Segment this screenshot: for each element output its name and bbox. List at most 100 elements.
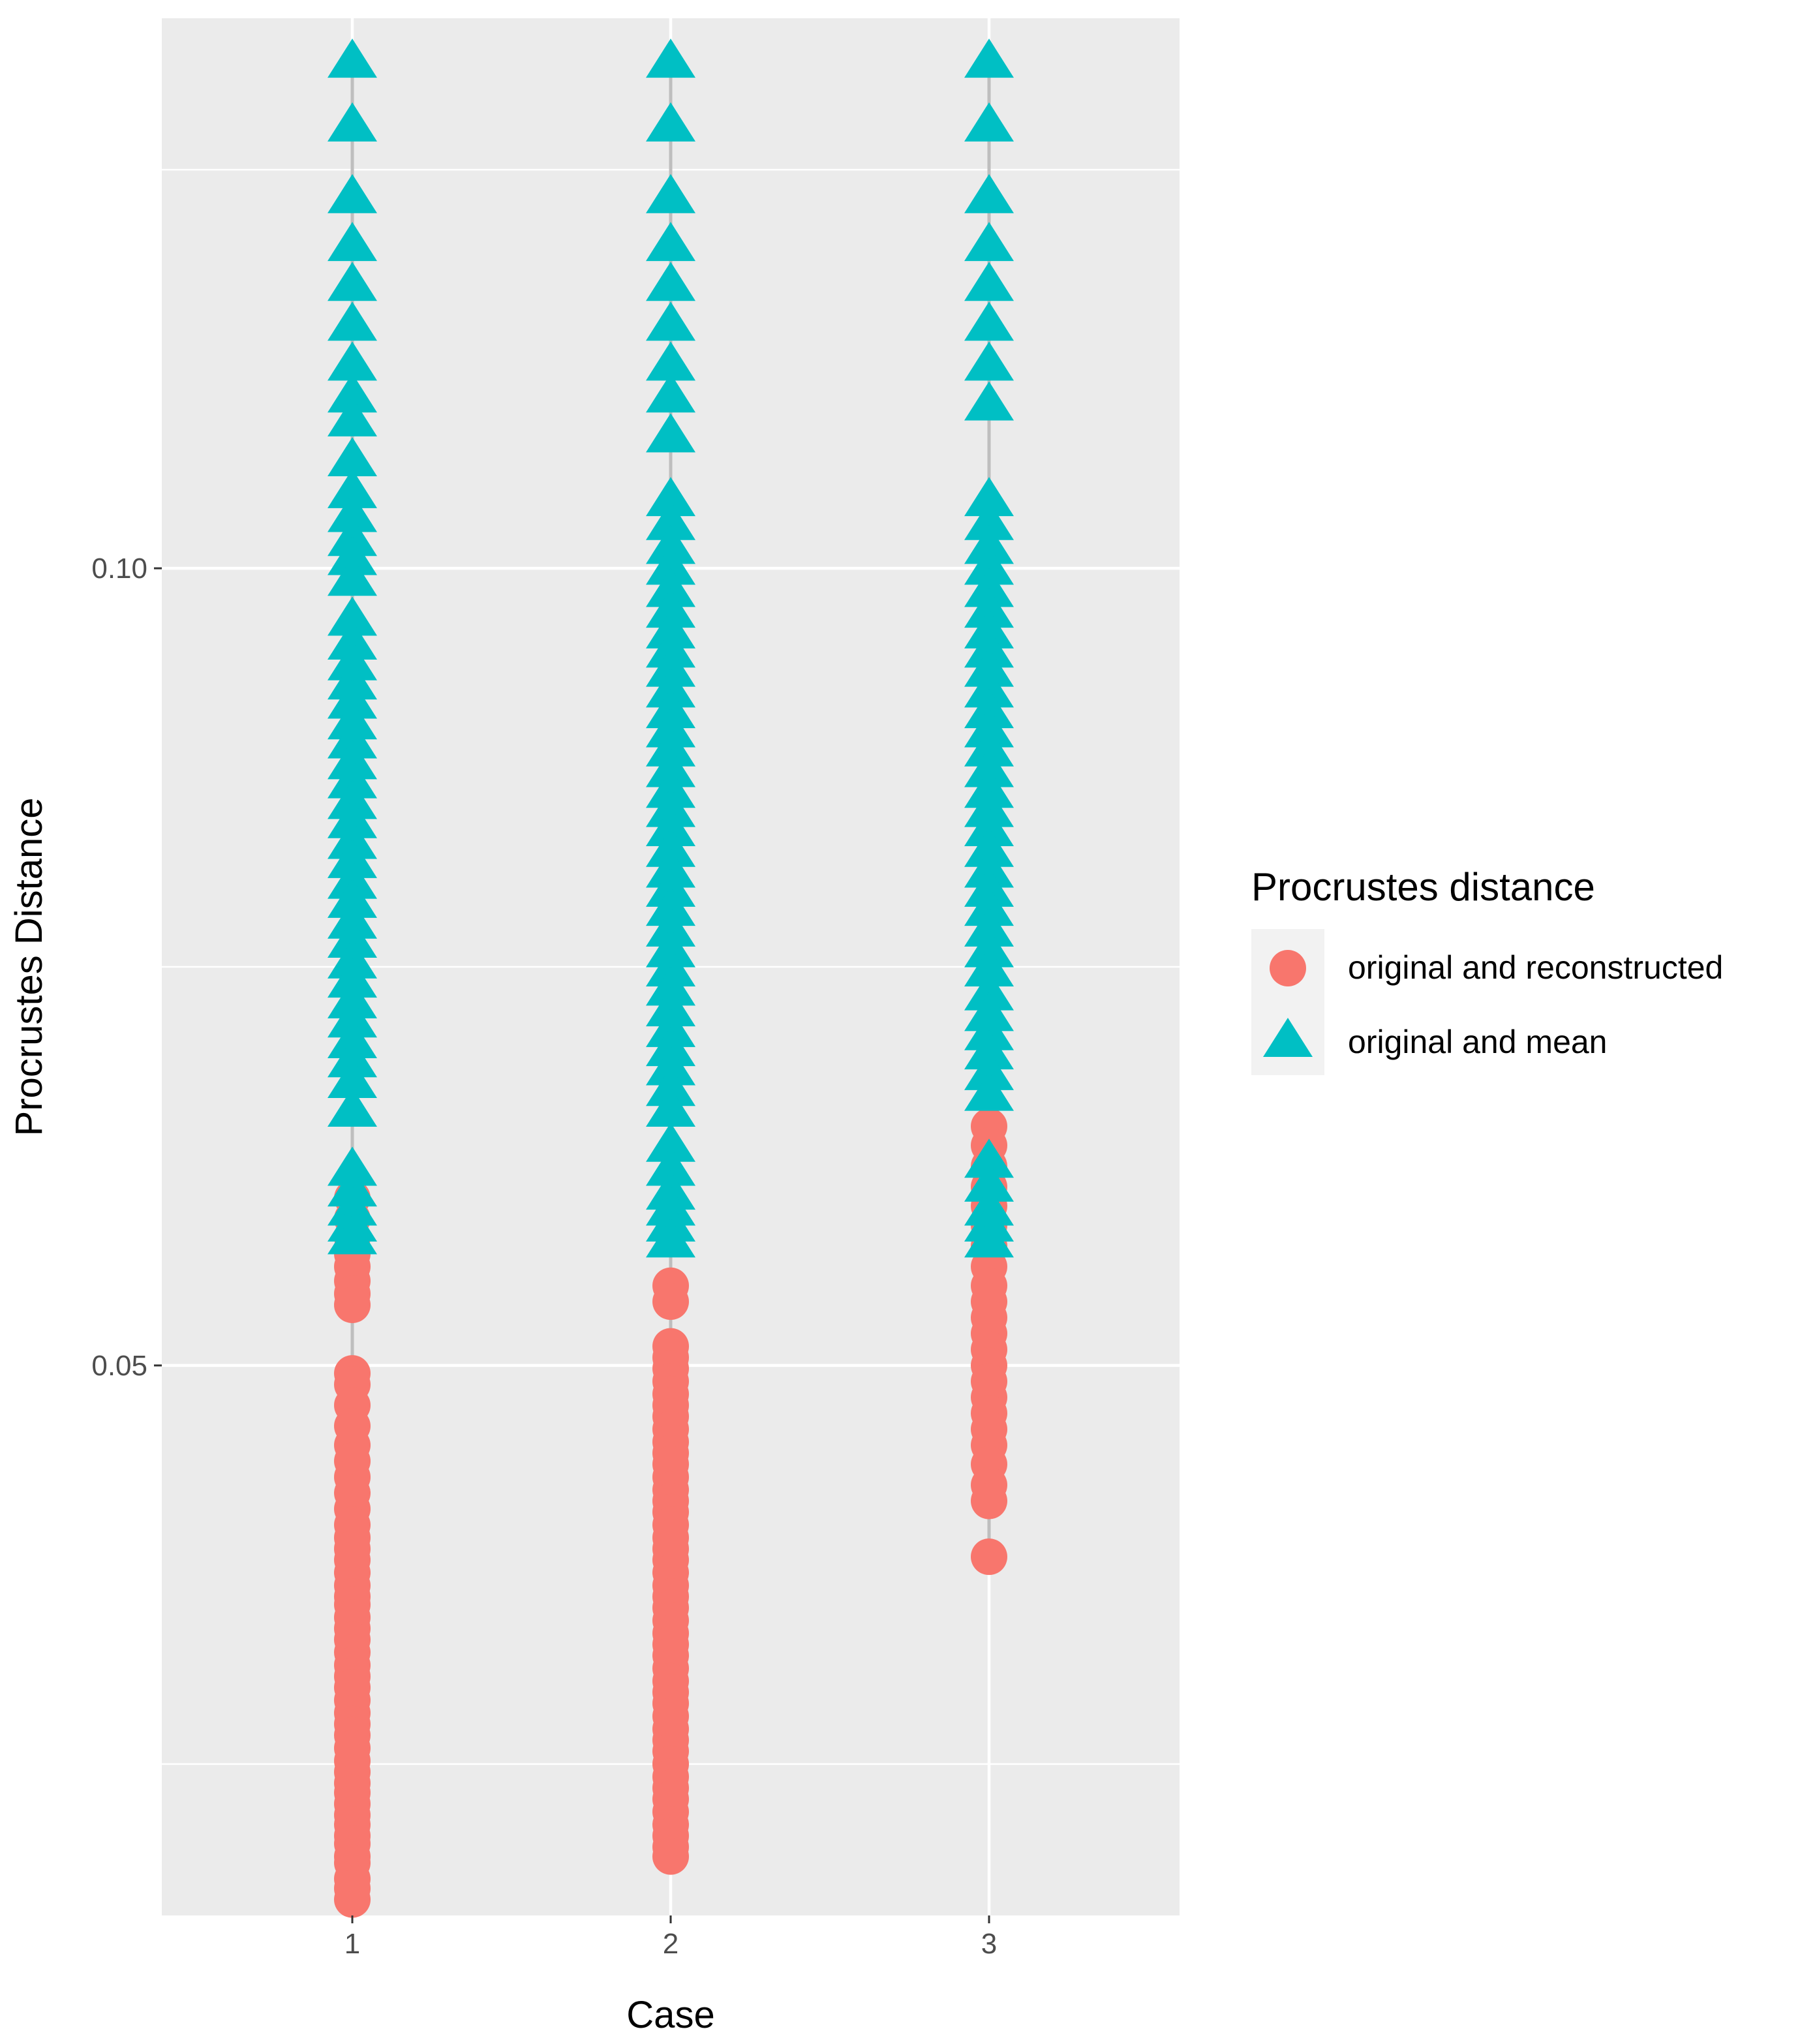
circle-point [334, 1287, 371, 1324]
triangle-point [964, 477, 1014, 517]
triangle-point [646, 413, 695, 453]
series-original-and-mean [328, 38, 1014, 1258]
y-axis-title: Procrustes Distance [8, 798, 50, 1136]
triangle-point [328, 557, 377, 596]
triangle-point [964, 500, 1014, 540]
triangle-point [964, 806, 1014, 846]
triangle-point [964, 38, 1014, 78]
triangle-point [646, 647, 695, 687]
triangle-point [646, 668, 695, 708]
circle-point [971, 1482, 1007, 1519]
legend-label-mean: original and mean [1348, 1024, 1608, 1060]
triangle-point [328, 759, 377, 799]
x-tick-label: 2 [663, 1928, 679, 1960]
triangle-point [964, 827, 1014, 867]
legend-key-circle [1270, 950, 1306, 986]
triangle-point [646, 477, 695, 517]
triangle-point [646, 827, 695, 867]
x-axis: 1 2 3 [344, 1915, 997, 1960]
triangle-point [964, 1050, 1014, 1090]
triangle-point [964, 1138, 1014, 1178]
triangle-point [328, 493, 377, 532]
triangle-point [328, 102, 377, 142]
legend-title: Procrustes distance [1251, 865, 1595, 909]
triangle-point [646, 748, 695, 787]
triangle-point [964, 102, 1014, 142]
x-tick-label: 3 [981, 1928, 997, 1960]
triangle-point [964, 727, 1014, 767]
triangle-point [328, 397, 377, 436]
triangle-point [964, 1162, 1014, 1202]
triangle-point [646, 1046, 695, 1086]
triangle-point [646, 500, 695, 540]
triangle-point [964, 341, 1014, 381]
legend-label-reconstructed: original and reconstructed [1348, 949, 1723, 986]
triangle-point [328, 878, 377, 918]
triangle-point [964, 525, 1014, 564]
y-tick-label: 0.05 [91, 1350, 147, 1382]
triangle-point [964, 222, 1014, 262]
triangle-point [964, 971, 1014, 1011]
triangle-point [964, 907, 1014, 947]
circle-point [971, 1538, 1007, 1576]
circle-point [652, 1283, 689, 1320]
triangle-point [646, 1067, 695, 1106]
triangle-point [964, 947, 1014, 986]
triangle-point [328, 1088, 377, 1127]
triangle-point [646, 222, 695, 262]
triangle-point [646, 102, 695, 142]
triangle-point [328, 1215, 377, 1255]
triangle-point [964, 262, 1014, 301]
legend: Procrustes distance original and reconst… [1251, 865, 1723, 1075]
circle-point [334, 1881, 371, 1918]
triangle-point [964, 568, 1014, 607]
triangle-point [646, 907, 695, 947]
triangle-point [964, 381, 1014, 421]
triangle-point [964, 1071, 1014, 1111]
triangle-point [964, 174, 1014, 213]
triangle-point [964, 668, 1014, 708]
triangle-point [646, 341, 695, 381]
triangle-point [328, 838, 377, 878]
triangle-point [646, 545, 695, 585]
triangle-point [328, 620, 377, 660]
triangle-point [964, 887, 1014, 926]
triangle-point [646, 887, 695, 926]
triangle-point [964, 647, 1014, 687]
triangle-point [328, 262, 377, 301]
triangle-point [328, 174, 377, 213]
triangle-point [646, 588, 695, 628]
triangle-point [328, 1038, 377, 1078]
triangle-point [328, 536, 377, 575]
triangle-point [646, 373, 695, 413]
triangle-point [328, 719, 377, 759]
triangle-point [646, 38, 695, 78]
triangle-point [328, 1146, 377, 1186]
triangle-point [646, 1146, 695, 1186]
y-tick-label: 0.10 [91, 553, 147, 585]
triangle-point [328, 38, 377, 78]
triangle-point [328, 437, 377, 477]
triangle-point [328, 373, 377, 413]
triangle-point [964, 301, 1014, 341]
triangle-point [328, 799, 377, 838]
triangle-point [964, 748, 1014, 787]
triangle-point [328, 222, 377, 262]
triangle-point [646, 301, 695, 341]
triangle-point [328, 341, 377, 381]
triangle-point [646, 568, 695, 607]
triangle-point [328, 301, 377, 341]
triangle-point [328, 468, 377, 508]
triangle-point [964, 1030, 1014, 1070]
triangle-point [646, 1218, 695, 1258]
triangle-point [328, 596, 377, 636]
triangle-point [328, 998, 377, 1038]
x-tick-label: 1 [344, 1928, 360, 1960]
y-axis: 0.05 0.10 [91, 553, 162, 1382]
triangle-point [646, 1122, 695, 1162]
triangle-point [328, 679, 377, 719]
triangle-point [646, 262, 695, 301]
triangle-point [646, 966, 695, 1006]
triangle-point [328, 1059, 377, 1099]
